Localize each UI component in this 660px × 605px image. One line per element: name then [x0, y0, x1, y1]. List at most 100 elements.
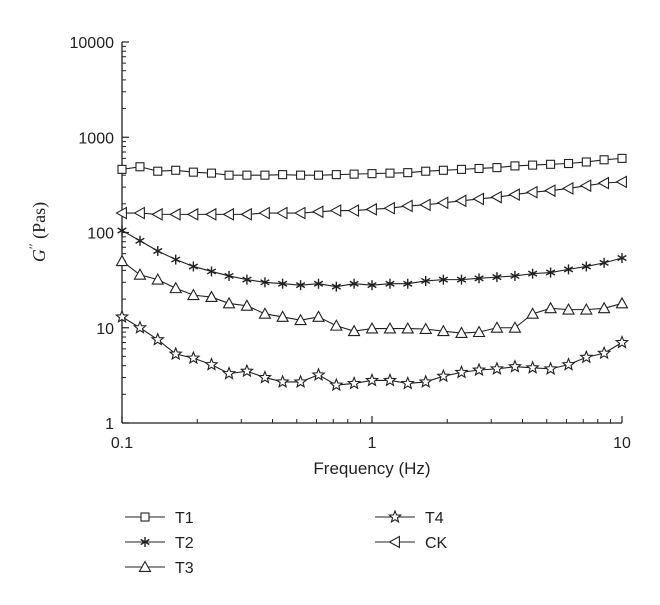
data-point-t2 — [492, 272, 502, 283]
data-point-t4 — [293, 374, 308, 388]
data-point-t3 — [169, 281, 183, 294]
data-point-t4 — [257, 370, 273, 384]
data-point-t4 — [454, 364, 469, 379]
data-point-t3 — [383, 321, 397, 334]
data-point-ck — [365, 202, 377, 216]
legend-item-ck: CK — [375, 535, 448, 552]
data-point-t3 — [186, 288, 200, 301]
data-point-ck — [615, 175, 627, 189]
data-point-t1 — [492, 163, 502, 173]
series-layer — [114, 153, 630, 392]
x-tick-label: 10 — [613, 435, 631, 452]
data-point-t2 — [117, 225, 127, 236]
data-point-t3 — [258, 307, 272, 319]
data-point-t4 — [221, 366, 237, 380]
data-point-ck — [436, 196, 449, 210]
data-point-t3 — [436, 324, 450, 337]
y-axis-title: G′′ (Pas) — [26, 202, 50, 262]
data-point-t2 — [206, 266, 217, 277]
data-point-t4 — [489, 361, 505, 375]
legend-label: T2 — [175, 535, 194, 552]
data-point-ck — [311, 205, 324, 219]
data-point-t2 — [295, 280, 306, 291]
series-t3 — [115, 254, 629, 338]
data-point-t2 — [313, 278, 324, 289]
y-axis-title-superscript: ′′ — [26, 243, 41, 249]
data-point-t1 — [510, 161, 520, 171]
data-point-ck — [275, 206, 288, 220]
data-point-ck — [169, 207, 181, 221]
data-point-t1 — [117, 164, 127, 174]
legend-marker-ck — [388, 535, 400, 549]
legend-label: T1 — [175, 510, 194, 527]
data-point-t3 — [401, 321, 415, 334]
data-point-t3 — [347, 324, 361, 337]
data-point-t2 — [367, 280, 377, 291]
series-t4 — [114, 309, 630, 392]
y-tick-label: 10 — [96, 321, 114, 338]
data-point-ck — [490, 190, 502, 204]
data-point-t1 — [135, 162, 145, 172]
data-point-t4 — [561, 357, 576, 371]
data-point-t1 — [367, 169, 377, 179]
data-point-t4 — [614, 334, 630, 349]
data-point-t4 — [346, 375, 362, 390]
data-point-t3 — [133, 268, 147, 280]
y-tick-label: 100 — [87, 226, 114, 243]
data-point-ck — [329, 204, 342, 217]
data-point-t2 — [438, 274, 449, 285]
data-point-t2 — [260, 277, 270, 288]
data-point-ck — [222, 207, 234, 221]
data-point-t1 — [403, 168, 413, 178]
data-point-t4 — [579, 349, 594, 364]
data-point-t1 — [421, 166, 431, 176]
data-point-ck — [579, 179, 592, 193]
data-point-t3 — [455, 326, 468, 338]
data-point-t3 — [579, 302, 593, 315]
data-point-t2 — [224, 270, 234, 281]
data-point-t4 — [543, 361, 558, 375]
data-point-t4 — [132, 320, 148, 334]
data-point-t3 — [490, 321, 504, 333]
data-point-t4 — [186, 350, 201, 365]
data-point-t2 — [456, 274, 467, 285]
data-point-t1 — [599, 155, 609, 165]
legend-marker-t2 — [140, 537, 150, 547]
data-point-t1 — [563, 158, 574, 169]
data-point-ck — [115, 206, 127, 220]
data-point-t4 — [114, 309, 130, 323]
data-point-t3 — [312, 310, 325, 322]
data-point-t3 — [294, 313, 308, 326]
data-point-t1 — [313, 170, 324, 180]
data-point-ck — [508, 188, 520, 202]
data-point-t4 — [150, 332, 165, 346]
data-point-t2 — [563, 264, 574, 275]
data-point-t3 — [526, 307, 540, 319]
series-t2 — [117, 225, 627, 292]
data-point-t3 — [276, 310, 290, 322]
data-point-t4 — [329, 377, 344, 392]
data-point-ck — [454, 194, 467, 208]
data-point-ck — [186, 207, 199, 221]
x-tick-label: 1 — [368, 435, 377, 452]
data-point-t3 — [419, 322, 433, 334]
data-point-t2 — [510, 270, 520, 281]
data-point-t2 — [403, 278, 413, 289]
legend-item-t4: T4 — [375, 509, 444, 527]
data-point-t3 — [508, 321, 522, 333]
data-point-t3 — [562, 302, 575, 315]
data-point-t4 — [471, 362, 487, 377]
x-axis-title: Frequency (Hz) — [313, 459, 430, 478]
data-point-t2 — [153, 245, 163, 256]
data-point-t3 — [597, 301, 611, 314]
data-point-t2 — [599, 257, 609, 268]
legend-label: CK — [425, 535, 448, 552]
axes: 1 10 100 1000 10000 0.1 1 10 Frequency (Hz) G′′ (… — [26, 35, 631, 478]
data-point-t3 — [615, 296, 629, 309]
data-point-t1 — [153, 166, 163, 176]
data-point-t1 — [581, 157, 591, 167]
data-point-t1 — [188, 167, 198, 177]
legend-item-t2: T2 — [125, 535, 194, 552]
y-axis-title-symbol: G — [29, 249, 49, 262]
data-point-ck — [597, 176, 610, 190]
